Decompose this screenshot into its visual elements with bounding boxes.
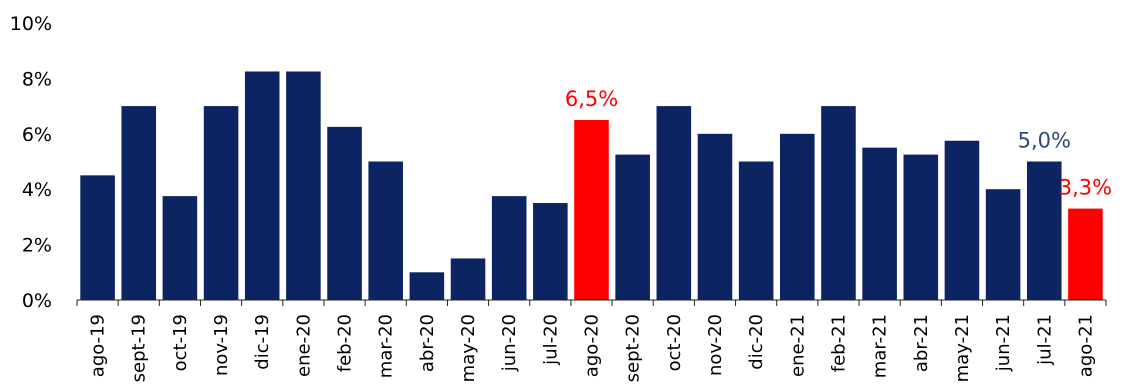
bar-oct-19	[162, 196, 198, 300]
x-tick-label: dic-19	[252, 314, 273, 370]
x-tick-label: oct-20	[664, 314, 685, 371]
bar-abr-20	[409, 272, 445, 300]
bar-may-20	[450, 258, 486, 300]
x-tick-label: feb-21	[828, 314, 849, 372]
y-tick-label: 6%	[22, 124, 52, 146]
bar-mar-21	[862, 147, 897, 300]
x-tick-label: may-20	[458, 314, 479, 382]
x-tick-label: jul-21	[1034, 314, 1055, 366]
x-tick-label: sept-19	[129, 314, 150, 382]
x-tick-label: sept-20	[623, 314, 644, 382]
x-tick-label: mar-20	[376, 314, 397, 378]
y-tick-label: 4%	[22, 179, 52, 201]
bar-dic-20	[738, 161, 774, 300]
x-tick-label: ago-19	[88, 314, 109, 377]
x-tick-label: may-21	[952, 314, 973, 382]
bar-jun-21	[985, 189, 1021, 300]
y-tick-label: 8%	[22, 68, 52, 90]
bar-nov-19	[203, 106, 239, 300]
data-label-ago-20: 6,5%	[565, 87, 618, 111]
x-tick-label: dic-20	[746, 314, 767, 370]
data-label-ago-21: 3,3%	[1059, 176, 1112, 200]
x-tick-label: ene-21	[787, 314, 808, 377]
data-label-jul-21: 5,0%	[1018, 129, 1071, 153]
bar-feb-20	[327, 126, 362, 300]
bar-ago-21	[1068, 208, 1103, 300]
x-tick-label: ago-21	[1075, 314, 1096, 377]
y-tick-label: 0%	[22, 290, 52, 312]
bar-abr-21	[903, 154, 939, 300]
bar-jun-20	[491, 196, 527, 300]
x-tick-label: abr-20	[417, 314, 438, 372]
x-tick-label: nov-20	[705, 314, 726, 376]
bar-may-21	[944, 140, 980, 300]
bar-ene-20	[286, 71, 321, 300]
bar-jul-20	[533, 203, 568, 300]
x-tick-label: jun-21	[993, 314, 1014, 372]
y-tick-label: 2%	[22, 235, 52, 257]
x-tick-label: jun-20	[499, 314, 520, 372]
bar-dic-19	[244, 71, 280, 300]
bar-ago-20	[574, 119, 609, 300]
x-tick-label: ago-20	[582, 314, 603, 377]
x-tick-label: nov-19	[211, 314, 232, 376]
bar-sept-19	[121, 106, 157, 300]
y-tick-label: 10%	[10, 13, 52, 35]
bar-nov-20	[697, 133, 733, 300]
bar-sept-20	[615, 154, 650, 300]
bar-feb-21	[821, 106, 856, 300]
x-tick-label: ene-20	[293, 314, 314, 377]
bar-mar-20	[368, 161, 403, 300]
x-tick-label: mar-21	[870, 314, 891, 378]
bar-ene-21	[780, 133, 815, 300]
bar-jul-21	[1026, 161, 1062, 300]
x-tick-label: oct-19	[170, 314, 191, 371]
x-tick-label: feb-20	[335, 314, 356, 372]
bar-ago-19	[80, 175, 115, 300]
bar-oct-20	[656, 106, 692, 300]
x-tick-label: jul-20	[540, 314, 561, 366]
x-tick-label: abr-21	[911, 314, 932, 372]
